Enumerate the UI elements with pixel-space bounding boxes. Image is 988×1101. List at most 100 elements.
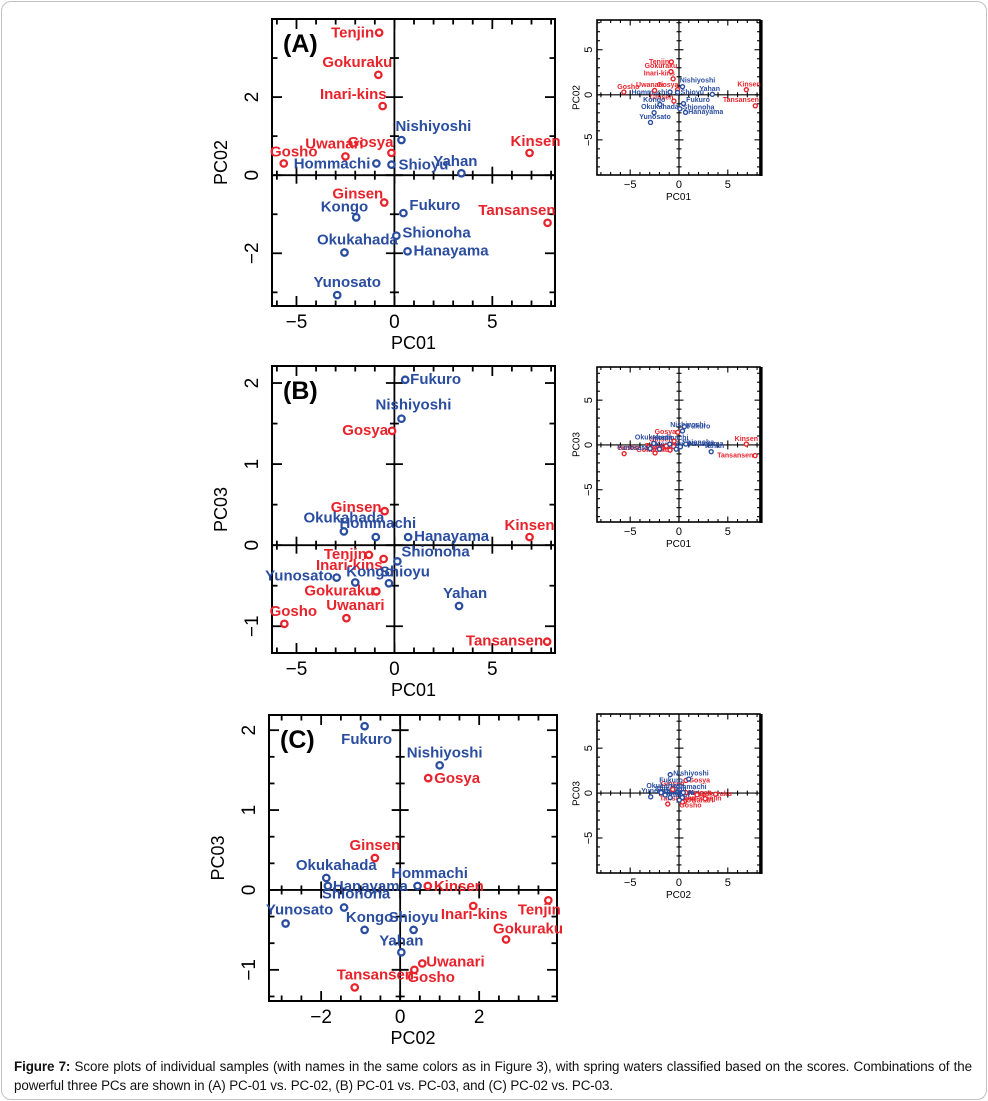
marker-Tenjin <box>374 28 384 38</box>
marker-Uwanari <box>651 87 658 94</box>
marker-Gokuraku <box>668 68 674 75</box>
label-Nishiyoshi: Nishiyoshi <box>395 118 471 135</box>
label-Yahan: Yahan <box>704 443 725 450</box>
y-axis-label: PC02 <box>211 140 231 185</box>
label-Fukuro: Fukuro <box>341 731 392 748</box>
label-Shionoha: Shionoha <box>401 543 470 560</box>
label-Gokuraku: Gokuraku <box>322 54 392 71</box>
marker-Gosho <box>279 619 289 629</box>
label-Uwanari: Uwanari <box>426 953 484 970</box>
marker-Gosya <box>387 148 396 158</box>
marker-Uwanari <box>652 450 658 456</box>
marker-Fukuro <box>680 100 687 107</box>
marker-Kongo <box>360 925 369 935</box>
marker-Ginsen <box>671 98 677 104</box>
marker-Shionoha <box>392 231 401 241</box>
y-tick-label: 5 <box>583 397 595 403</box>
label-Kinsen: Kinsen <box>434 878 484 895</box>
label-Hanayama: Hanayama <box>333 878 409 895</box>
y-tick-label: −1 <box>242 615 263 637</box>
label-Kongo: Kongo <box>643 97 665 104</box>
x-tick-label: −5 <box>624 526 637 538</box>
marker-Tansansen <box>665 801 671 807</box>
x-tick-label: 0 <box>389 312 400 333</box>
marker-Inari-kins <box>378 101 388 111</box>
marker-Shioyu <box>409 925 418 935</box>
label-Nishiyoshi: Nishiyoshi <box>673 770 708 777</box>
marker-Fukuro <box>399 208 408 218</box>
label-Inari-kins: Inari-kins <box>316 557 383 574</box>
marker-Fukuro <box>400 375 410 385</box>
marker-Yahan <box>396 947 406 957</box>
marker-Tenjin <box>543 895 553 905</box>
x-tick-label: 0 <box>395 1007 406 1028</box>
y-tick-label: 2 <box>242 378 263 389</box>
marker-Yunosato <box>647 119 654 126</box>
label-Tenjin: Tenjin <box>324 546 367 563</box>
marker-Kinsen <box>743 441 750 447</box>
marker-Nishiyoshi <box>686 776 692 782</box>
label-Gosya: Gosya <box>655 429 677 436</box>
label-Okukahada: Okukahada <box>646 783 684 790</box>
label-Uwanari: Uwanari <box>686 798 713 805</box>
panel-A-main-plot: −5 0 5 −2 0 2 PC01 PC02 (A) Tenjin Gokuraku Inari-k… <box>211 18 561 353</box>
marker-Yahan <box>454 601 464 611</box>
label-Gosho: Gosho <box>617 445 639 452</box>
label-Gosya: Gosya <box>348 134 395 151</box>
marker-Hanayama <box>658 789 664 796</box>
label-Yahan: Yahan <box>379 932 423 949</box>
label-Uwanari: Uwanari <box>326 597 384 614</box>
marker-Kongo <box>351 213 361 222</box>
label-Yahan: Yahan <box>443 585 487 602</box>
label-Kinsen: Kinsen <box>505 517 555 534</box>
marker-Shioyu <box>387 160 396 169</box>
panel-letter: (B) <box>283 377 318 405</box>
marker-Shionoha <box>339 903 349 912</box>
label-Yunosato: Yunosato <box>265 568 333 585</box>
y-axis-label: PC03 <box>211 487 231 532</box>
x-tick-label: 0 <box>676 526 682 538</box>
marker-Kinsen <box>423 881 433 891</box>
label-Yunosato: Yunosato <box>639 114 671 121</box>
label-Hommachi: Hommachi <box>391 865 468 882</box>
marker-Hommachi <box>667 89 673 95</box>
marker-Hanayama <box>683 441 689 447</box>
marker-Ginsen <box>370 853 380 863</box>
plot-frame <box>271 365 556 654</box>
label-Gosho: Gosho <box>270 603 318 620</box>
y-tick-label: 0 <box>583 790 595 796</box>
label-Okukahada: Okukahada <box>303 509 385 526</box>
label-Hommachi: Hommachi <box>632 89 668 96</box>
label-Tansansen: Tansansen <box>466 633 543 650</box>
marker-Shioyu <box>384 578 394 588</box>
marker-Tenjin <box>668 59 675 65</box>
marker-Tenjin <box>364 550 374 560</box>
x-tick-label: 5 <box>725 877 731 889</box>
caption-text: Score plots of individual samples (with … <box>14 1059 972 1093</box>
label-Tenjin: Tenjin <box>645 443 665 450</box>
marker-Shioyu <box>674 89 681 96</box>
x-axis-label: PC02 <box>666 890 691 901</box>
marker-Yunosato <box>332 290 342 300</box>
marker-Hommachi <box>413 881 422 891</box>
label-Ginsen: Ginsen <box>332 186 383 203</box>
marker-Kinsen <box>525 532 534 542</box>
label-Kongo: Kongo <box>346 909 393 926</box>
label-Fukuro: Fukuro <box>686 97 710 104</box>
label-Shioyu: Shioyu <box>681 90 704 97</box>
marker-Okukahada <box>321 873 331 883</box>
marker-Kongo <box>667 794 673 801</box>
marker-Shioyu <box>673 446 679 452</box>
marker-Gosya <box>675 429 681 436</box>
marker-Okukahada <box>651 440 657 447</box>
label-Gosya: Gosya <box>657 82 679 89</box>
x-tick-label: −5 <box>624 179 637 191</box>
y-tick-label: 2 <box>242 92 263 103</box>
marker-Yunosato <box>647 794 654 800</box>
marker-Tansansen <box>543 218 552 228</box>
plot-frame <box>271 18 556 307</box>
label-Kinsen: Kinsen <box>737 82 760 89</box>
x-tick-label: 0 <box>389 659 400 680</box>
